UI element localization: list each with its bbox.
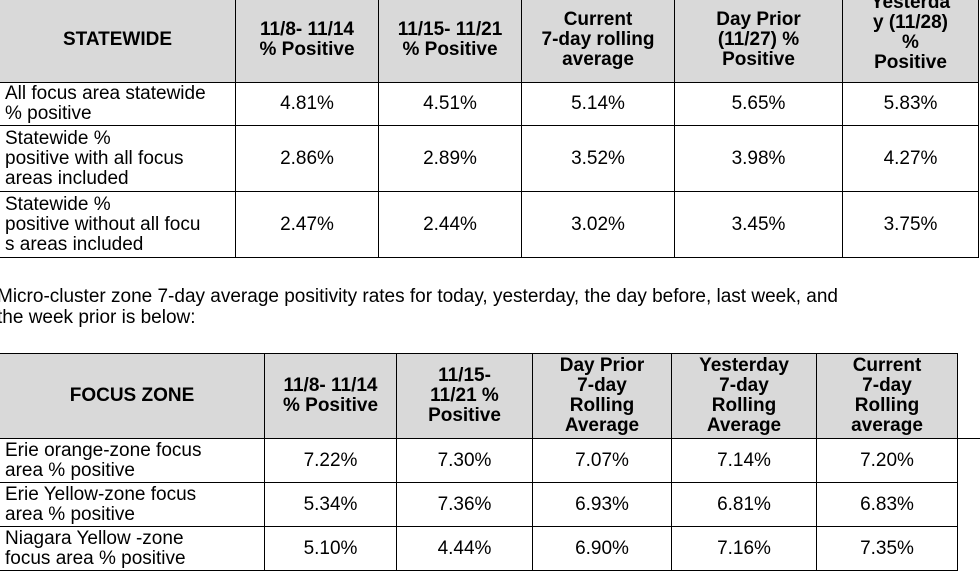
focus-zone-table: FOCUS ZONE 11/8- 11/14 % Positive 11/15-… (0, 353, 958, 571)
row-label: Statewide % positive with all focus area… (0, 125, 236, 192)
header-statewide: STATEWIDE (0, 0, 236, 83)
cell-value: 4.51% (378, 82, 522, 126)
table-row: Erie Yellow-zone focus area % positive 5… (0, 482, 958, 527)
cell-value: 2.89% (378, 125, 522, 192)
cell-value: 5.34% (264, 482, 397, 527)
table-row: All focus area statewide % positive 4.81… (0, 82, 979, 126)
cell-value: 7.07% (532, 438, 672, 483)
cell-value: 7.22% (264, 438, 397, 483)
statewide-table: STATEWIDE 11/8- 11/14 % Positive 11/15- … (0, 0, 979, 258)
header-current-avg: Current 7-day rolling average (521, 0, 675, 83)
header-focus-zone: FOCUS ZONE (0, 353, 265, 439)
cell-value: 5.65% (674, 82, 843, 126)
cell-value: 5.14% (521, 82, 675, 126)
row-label: Erie Yellow-zone focus area % positive (0, 482, 265, 527)
cell-value: 4.81% (235, 82, 379, 126)
cell-value: 3.98% (674, 125, 843, 192)
cell-value: 3.02% (521, 191, 675, 258)
table-header-row: FOCUS ZONE 11/8- 11/14 % Positive 11/15-… (0, 353, 958, 439)
cell-value: 6.81% (671, 482, 817, 527)
header-yesterday-avg: Yesterday 7-day Rolling Average (671, 353, 817, 439)
cell-value: 4.27% (842, 125, 979, 192)
header-week1: 11/8- 11/14 % Positive (264, 353, 397, 439)
cell-value: 7.14% (671, 438, 817, 483)
cell-value: 2.44% (378, 191, 522, 258)
cell-value: 7.36% (396, 482, 533, 527)
header-week2: 11/15- 11/21 % Positive (396, 353, 533, 439)
table-row: Statewide % positive without all focu s … (0, 191, 979, 258)
header-day-prior-avg: Day Prior 7-day Rolling Average (532, 353, 672, 439)
cell-value: 6.83% (816, 482, 958, 527)
row-label: Erie orange-zone focus area % positive (0, 438, 265, 483)
table-row: Erie orange-zone focus area % positive 7… (0, 438, 958, 483)
cell-value: 2.47% (235, 191, 379, 258)
row-label: Statewide % positive without all focu s … (0, 191, 236, 258)
header-week1: 11/8- 11/14 % Positive (235, 0, 379, 83)
cell-value: 7.30% (396, 438, 533, 483)
table-border-stub (957, 438, 980, 439)
cell-value: 3.45% (674, 191, 843, 258)
header-current-avg: Current 7-day Rolling average (816, 353, 958, 439)
header-yesterday: Yesterda y (11/28) % Positive (842, 0, 979, 83)
cell-value: 7.20% (816, 438, 958, 483)
cell-value: 2.86% (235, 125, 379, 192)
table-header-row: STATEWIDE 11/8- 11/14 % Positive 11/15- … (0, 0, 979, 83)
description-paragraph: Micro-cluster zone 7-day average positiv… (0, 286, 838, 328)
header-day-prior: Day Prior (11/27) % Positive (674, 0, 843, 83)
table-row: Statewide % positive with all focus area… (0, 125, 979, 192)
cell-value: 3.52% (521, 125, 675, 192)
cell-value: 3.75% (842, 191, 979, 258)
row-label: All focus area statewide % positive (0, 82, 236, 126)
header-week2: 11/15- 11/21 % Positive (378, 0, 522, 83)
cell-value: 6.93% (532, 482, 672, 527)
cell-value: 5.83% (842, 82, 979, 126)
